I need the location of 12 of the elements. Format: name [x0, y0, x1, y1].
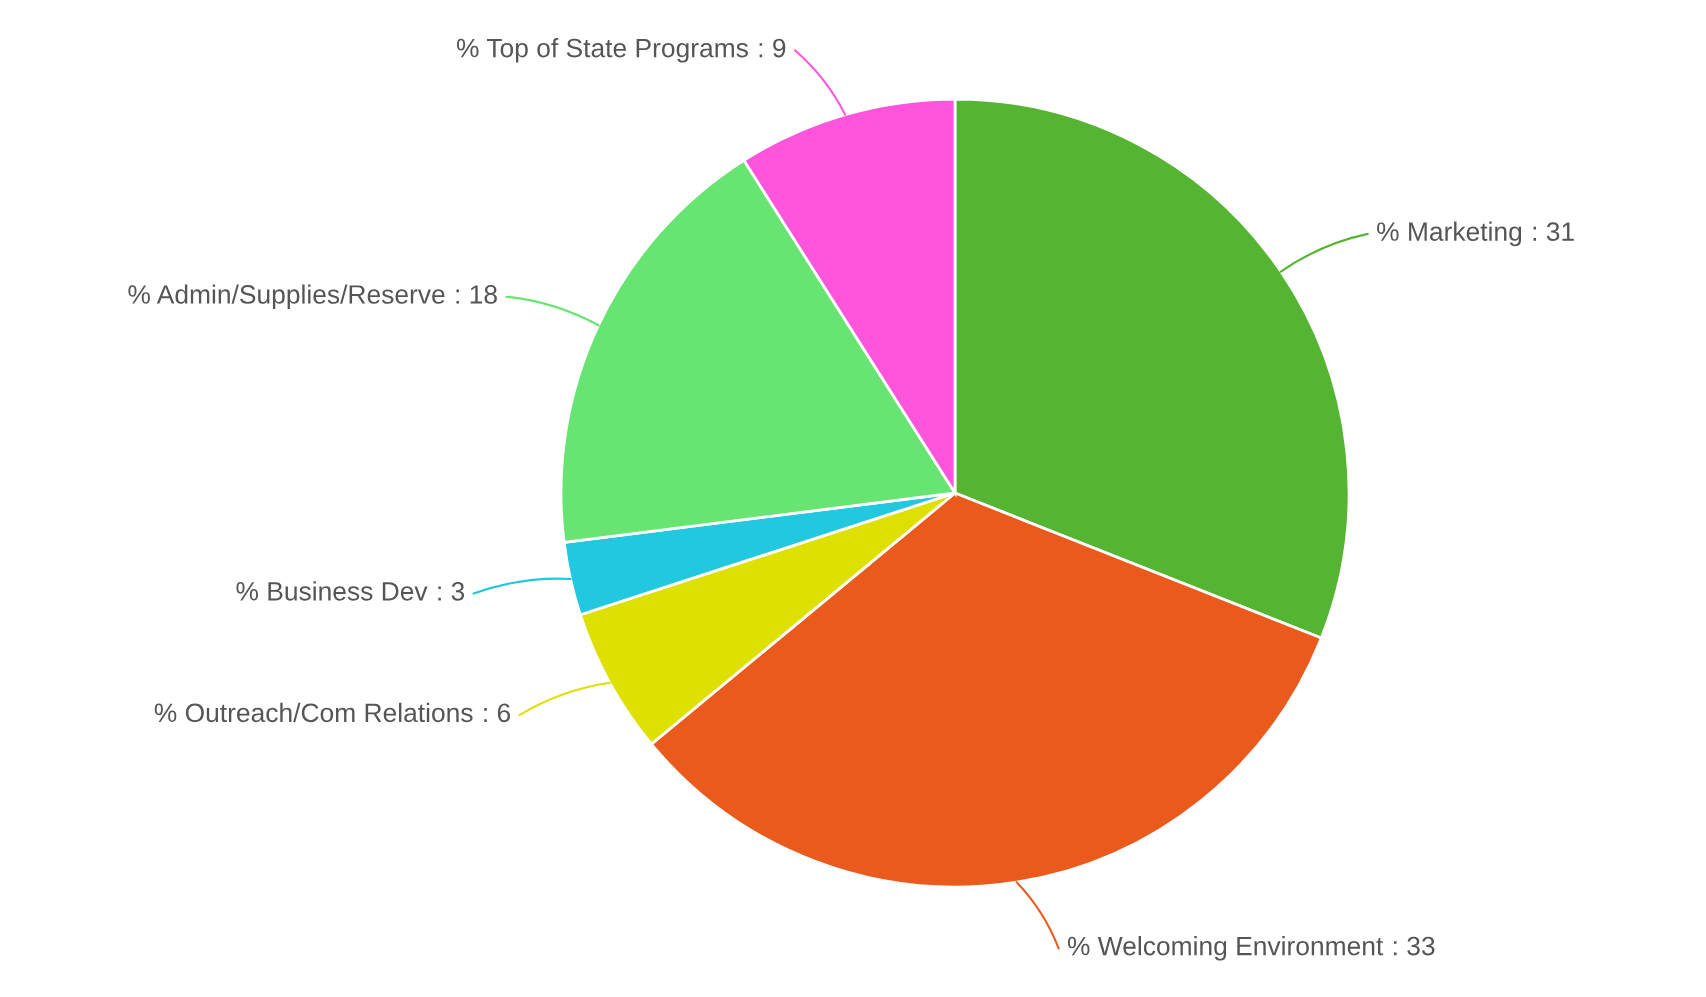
- slice-label: % Admin/Supplies/Reserve: [128, 284, 445, 310]
- slice-label: % Top of State Programs: [456, 38, 748, 63]
- slice-label: % Marketing: [1377, 221, 1522, 247]
- data-label: : 31: [1533, 222, 1574, 241]
- data-label: : 3: [438, 581, 465, 601]
- slice-label: % Business Dev: [236, 581, 428, 601]
- data-label: : 9: [759, 38, 786, 58]
- data-label: : 6: [484, 703, 511, 723]
- data-label: : 18: [456, 285, 497, 304]
- slice-label: % Welcoming Environment: [1067, 936, 1384, 961]
- data-label: : 33: [1394, 936, 1435, 956]
- slice-label: % Outreach/Com Relations: [154, 702, 473, 723]
